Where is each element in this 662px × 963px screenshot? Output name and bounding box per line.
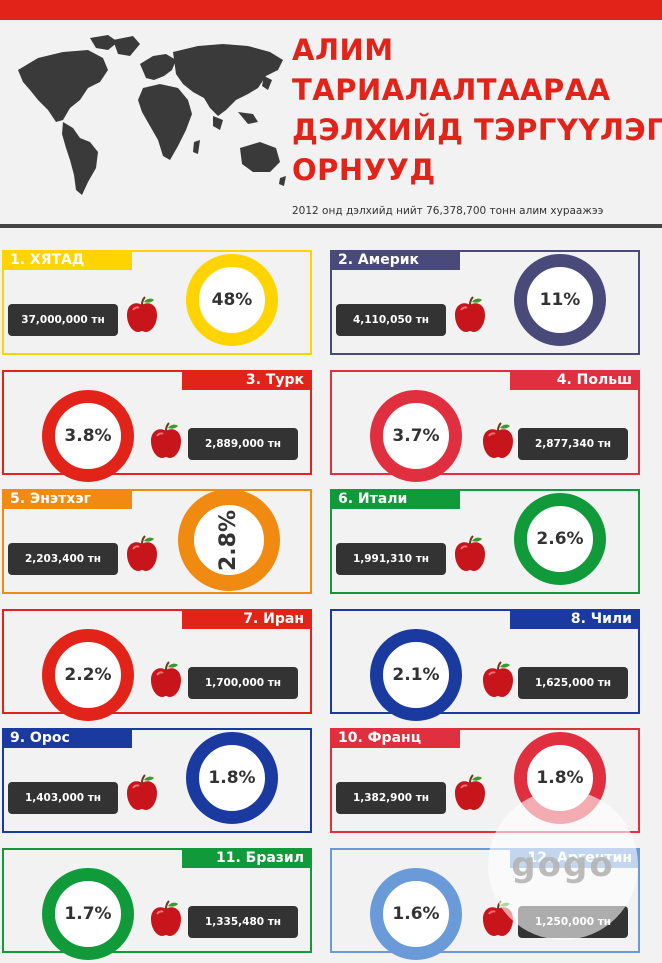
percent-value: 2.2% xyxy=(64,664,112,685)
percent-ring: 2.1% xyxy=(370,628,462,721)
country-panel: 1. ХЯТАД 48% 37,000,000 тн xyxy=(2,250,312,355)
percent-value: 1.7% xyxy=(64,903,112,924)
apple-icon xyxy=(480,421,516,460)
apple-icon xyxy=(480,660,516,699)
world-map-icon xyxy=(18,35,286,195)
apple-icon xyxy=(148,421,184,460)
panel-frame xyxy=(2,608,312,714)
panel-frame xyxy=(2,250,312,355)
apple-icon xyxy=(452,774,488,812)
panel-frame xyxy=(330,250,640,355)
percent-value: 2.8% xyxy=(216,509,242,571)
percent-ring: 3.8% xyxy=(42,389,134,482)
tonnage-badge: 1,700,000 тн xyxy=(188,666,298,699)
country-label: 6. Итали xyxy=(330,489,460,509)
top-bar xyxy=(0,0,662,20)
tonnage-badge: 1,991,310 тн xyxy=(336,543,446,575)
percent-value: 2.6% xyxy=(536,529,584,549)
tonnage-badge: 4,110,050 тн xyxy=(336,304,446,336)
title-line: АЛИМ xyxy=(292,33,394,67)
percent-value: 3.8% xyxy=(64,425,112,446)
panel-frame xyxy=(2,369,312,475)
percent-value: 48% xyxy=(211,290,253,310)
panel-frame xyxy=(2,847,312,953)
watermark-text: gogo xyxy=(511,845,615,885)
country-label: 10. Франц xyxy=(330,728,460,748)
percent-value: 1.6% xyxy=(392,903,440,924)
percent-ring: 1.6% xyxy=(370,867,462,960)
percent-ring: 2.2% xyxy=(42,628,134,721)
panel-frame xyxy=(330,728,640,833)
tonnage-badge: 2,889,000 тн xyxy=(188,427,298,460)
country-panel: 4. Польш 3.7% 2,877,340 тн xyxy=(330,369,640,482)
title-line: ОРНУУД xyxy=(292,153,436,187)
percent-value: 11% xyxy=(539,290,581,310)
country-panel: 9. Орос 1.8% 1,403,000 тн xyxy=(2,728,312,833)
country-label: 9. Орос xyxy=(2,728,132,748)
country-panel: 8. Чили 2.1% 1,625,000 тн xyxy=(330,608,640,721)
apple-icon xyxy=(148,660,184,699)
percent-ring: 1.8% xyxy=(186,732,278,824)
tonnage-badge: 1,335,480 тн xyxy=(188,905,298,938)
apple-icon xyxy=(452,535,488,573)
percent-ring: 2.8% xyxy=(178,489,280,591)
country-panel: 3. Турк 3.8% 2,889,000 тн xyxy=(2,369,312,482)
country-panel: 6. Итали 2.6% 1,991,310 тн xyxy=(330,489,640,594)
panel-frame xyxy=(330,608,640,714)
tonnage-badge: 2,203,400 тн xyxy=(8,543,118,575)
percent-value: 1.8% xyxy=(208,768,256,788)
title-line: ДЭЛХИЙД ТЭРГҮҮЛЭГЧ xyxy=(292,113,662,147)
country-label: 2. Америк xyxy=(330,250,460,270)
panel-frame xyxy=(2,489,312,594)
panel-frame xyxy=(330,489,640,594)
apple-icon xyxy=(124,535,160,573)
country-label: 1. ХЯТАД xyxy=(2,250,132,270)
country-panel: 5. Энэтхэг 2.8% 2,203,400 тн xyxy=(2,489,312,594)
page-subtitle: 2012 онд дэлхийд нийт 76,378,700 тонн ал… xyxy=(292,205,604,217)
percent-value: 3.7% xyxy=(392,425,440,446)
apple-icon xyxy=(124,296,160,334)
country-label: 4. Польш xyxy=(510,369,640,390)
percent-ring: 1.7% xyxy=(42,867,134,960)
country-panel: 2. Америк 11% 4,110,050 тн xyxy=(330,250,640,355)
panel-frame xyxy=(330,369,640,475)
tonnage-badge: 37,000,000 тн xyxy=(8,304,118,336)
country-panel: 7. Иран 2.2% 1,700,000 тн xyxy=(2,608,312,721)
panel-frame xyxy=(330,847,640,953)
percent-value: 1.8% xyxy=(536,768,584,788)
country-label: 3. Турк xyxy=(182,369,312,390)
title-line: ТАРИАЛАЛТААРАА xyxy=(292,73,611,107)
percent-ring: 11% xyxy=(514,254,606,346)
percent-ring: 2.6% xyxy=(514,493,606,585)
divider xyxy=(0,224,662,228)
tonnage-badge: 2,877,340 тн xyxy=(518,427,628,460)
tonnage-badge: 1,382,900 тн xyxy=(336,782,446,814)
country-label: 7. Иран xyxy=(182,608,312,629)
panel-frame xyxy=(2,728,312,833)
country-label: 11. Бразил xyxy=(182,847,312,868)
watermark-logo: gogo xyxy=(488,790,638,940)
country-label: 5. Энэтхэг xyxy=(2,489,132,509)
apple-icon xyxy=(452,296,488,334)
tonnage-badge: 1,625,000 тн xyxy=(518,666,628,699)
percent-ring: 48% xyxy=(186,254,278,346)
page-title: АЛИМ ТАРИАЛАЛТААРАА ДЭЛХИЙД ТЭРГҮҮЛЭГЧ О… xyxy=(292,30,662,190)
tonnage-badge: 1,403,000 тн xyxy=(8,782,118,814)
percent-value: 2.1% xyxy=(392,664,440,685)
percent-ring: 3.7% xyxy=(370,389,462,482)
apple-icon xyxy=(148,899,184,938)
country-panel: 11. Бразил 1.7% 1,335,480 тн xyxy=(2,847,312,960)
country-label: 8. Чили xyxy=(510,608,640,629)
apple-icon xyxy=(124,774,160,812)
